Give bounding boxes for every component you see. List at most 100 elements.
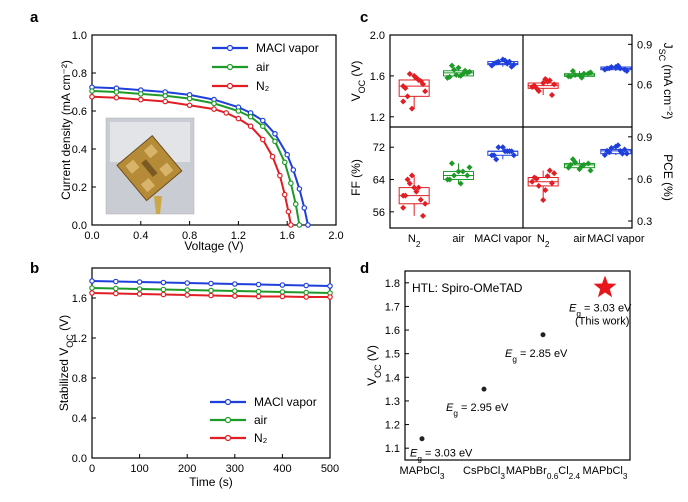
series-point-0 (259, 117, 266, 124)
data-point (544, 173, 551, 180)
point-label: Eg = 3.03 eV (410, 448, 473, 464)
y-tick-label: 1.6 (72, 293, 87, 305)
data-point (508, 63, 515, 70)
data-point (422, 88, 429, 95)
data-point (451, 66, 458, 73)
data-point (406, 70, 413, 77)
legend-label: MACl vapor (254, 395, 317, 409)
category-label: N2 (537, 233, 550, 249)
series-point-2 (327, 294, 333, 300)
series-point-2 (269, 153, 276, 160)
data-point (576, 72, 583, 78)
data-point (546, 167, 553, 174)
y-tick-label: 1.2 (72, 333, 87, 345)
legend-label: MACl vapor (256, 41, 319, 55)
this-work-star (593, 275, 617, 298)
legend-label: air (254, 413, 267, 427)
legend-marker (224, 434, 232, 442)
data-point (529, 178, 536, 185)
x-tick-label: 1.2 (231, 230, 246, 242)
legend-marker (226, 82, 234, 90)
data-point (535, 182, 542, 189)
series-point-1 (255, 288, 262, 295)
data-point (576, 166, 583, 173)
category-label: MACl vapor (474, 233, 532, 245)
series-point-2 (160, 291, 167, 298)
x-tick-label: 0 (89, 463, 95, 475)
category-label: MAPbBr0.6Cl2.4 (506, 465, 581, 481)
data-point (404, 176, 411, 183)
y-tick-label: 1.8 (385, 278, 400, 290)
series-point-1 (272, 138, 278, 145)
data-point (499, 144, 506, 151)
x-axis-label: Time (s) (189, 475, 233, 489)
data-point (585, 160, 592, 167)
legend-marker (226, 63, 234, 71)
x-tick-label: 1.6 (280, 230, 295, 242)
plot-frame (91, 34, 337, 226)
data-point (466, 164, 473, 171)
data-point (404, 93, 411, 100)
series-point-2 (223, 110, 230, 116)
data-point (495, 144, 502, 151)
x-axis-label: Voltage (V) (184, 239, 243, 253)
series-point-2 (208, 292, 214, 299)
series-point-0 (279, 282, 286, 288)
series-point-0 (284, 151, 291, 158)
data-point (506, 58, 513, 65)
metric-label: PCE (%) (661, 154, 675, 201)
y-tick-label: 72 (373, 142, 385, 154)
data-point (457, 180, 464, 187)
data-point (446, 176, 453, 183)
legend-marker (224, 398, 232, 406)
x-tick-label: 0.0 (84, 230, 99, 242)
y-tick-label: 1.3 (385, 396, 400, 408)
data-point (400, 98, 407, 105)
y-tick-label: 2.0 (370, 30, 385, 42)
panel-a-label: a (30, 9, 39, 26)
category-label: MAPbCl3 (400, 465, 445, 481)
x-tick-label: 0.8 (182, 230, 197, 242)
data-point (455, 64, 462, 71)
series-point-1 (113, 89, 120, 95)
data-point (612, 64, 619, 70)
data-point (459, 168, 466, 175)
panel-a: a 0.0 0.4 0.8 1.2 1.6 2.0 0.0 0.2 0.4 0.6 0.8 1.0 Vo… (30, 9, 344, 253)
y-tick-label: 0.6 (637, 174, 652, 186)
panel-c-label: c (360, 9, 368, 26)
point-note: (This work) (575, 316, 629, 328)
data-point (506, 148, 513, 155)
data-point (413, 188, 420, 195)
series-point-2 (285, 208, 292, 215)
series-point-2 (136, 291, 143, 297)
data-point (540, 80, 547, 86)
series-point-2 (247, 123, 254, 130)
point-label: Eg = 3.03 eV (569, 303, 632, 319)
y-tick-label: 0.8 (72, 373, 87, 385)
series-point-0 (184, 280, 191, 286)
data-point (415, 184, 422, 191)
series-point-1 (279, 289, 286, 295)
metric-label: VOC (V) (349, 61, 367, 102)
y-tick-label: 1.6 (385, 325, 400, 337)
series-point-2 (113, 94, 120, 101)
data-point (448, 62, 455, 69)
box-body (398, 79, 430, 97)
data-point (448, 160, 455, 167)
device-photo (105, 117, 195, 215)
y-tick-label: 1.2 (370, 112, 385, 124)
series-point-0 (301, 205, 308, 211)
legend-marker (226, 44, 234, 52)
point-label: Eg = 2.85 eV (505, 348, 568, 364)
series-point-1 (138, 91, 144, 97)
series-point-1 (292, 201, 299, 207)
y-tick-label: 0.4 (72, 144, 87, 156)
data-point (453, 71, 460, 78)
series-point-2 (113, 290, 119, 297)
htl-label: HTL: Spiro-OMeTAD (412, 281, 523, 295)
series-point-0 (290, 167, 297, 173)
data-point (408, 105, 415, 112)
data-point (567, 73, 574, 80)
series-point-2 (277, 172, 283, 179)
